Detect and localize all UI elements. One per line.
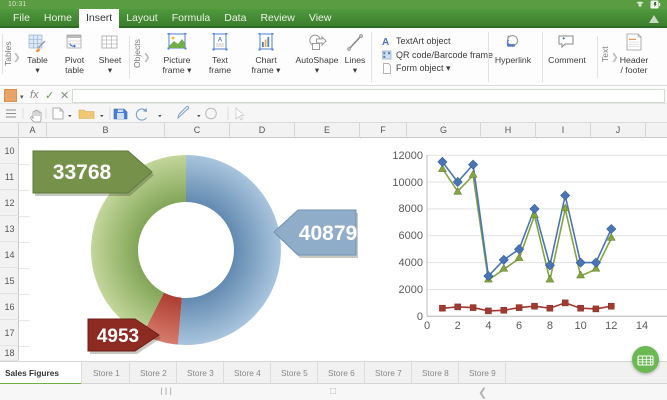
svg-text:8000: 8000 — [399, 203, 423, 215]
svg-text:A: A — [218, 38, 223, 44]
svg-text:6: 6 — [516, 320, 522, 332]
svg-text:2000: 2000 — [399, 284, 423, 296]
svg-text:2: 2 — [455, 320, 461, 332]
svg-text:0: 0 — [417, 311, 423, 323]
svg-text:12: 12 — [605, 320, 617, 332]
svg-text:8: 8 — [547, 320, 553, 332]
svg-text:6000: 6000 — [399, 230, 423, 242]
svg-text:4000: 4000 — [399, 257, 423, 269]
svg-text:4953: 4953 — [97, 326, 139, 347]
svg-text:40879: 40879 — [299, 222, 357, 245]
svg-text:10: 10 — [574, 320, 586, 332]
svg-text:4: 4 — [485, 320, 491, 332]
svg-text:14: 14 — [636, 320, 648, 332]
svg-text:0: 0 — [424, 320, 430, 332]
svg-text:10000: 10000 — [392, 177, 423, 189]
svg-text:12000: 12000 — [392, 150, 423, 162]
svg-text:33768: 33768 — [53, 161, 112, 184]
svg-text:A: A — [382, 37, 389, 47]
